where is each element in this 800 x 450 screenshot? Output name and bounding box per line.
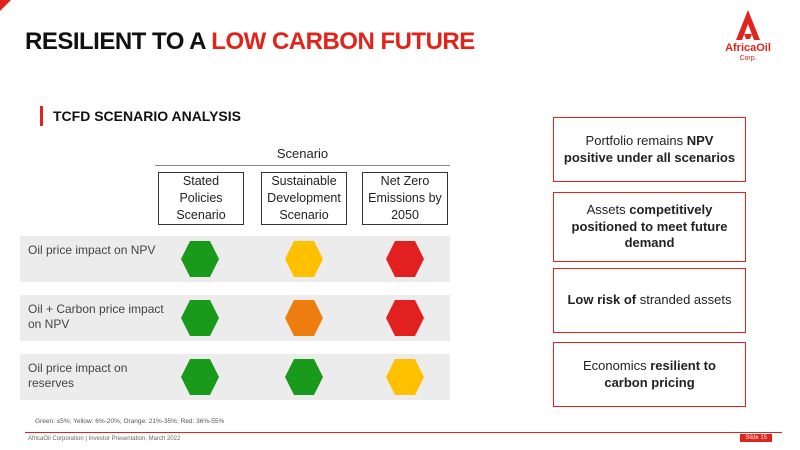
footer-text: AfricaOil Corporation | Investor Present…: [28, 436, 181, 442]
rating-hexagon: [284, 240, 324, 278]
emphasis-text: competitively positioned to meet future …: [571, 202, 728, 251]
footer-divider: [25, 432, 782, 433]
body-text: stranded assets: [636, 292, 732, 308]
highlight-box-text: Low risk of stranded assets: [567, 292, 731, 309]
rating-hexagon: [284, 299, 324, 337]
column-header-net-zero: Net Zero Emissions by 2050: [362, 172, 448, 225]
logo-name: AfricaOil: [725, 42, 771, 54]
table-row: Oil price impact on NPV: [20, 236, 450, 282]
rating-hexagon: [385, 240, 425, 278]
body-text: Assets: [586, 202, 630, 218]
highlight-box: Assets competitively positioned to meet …: [553, 192, 746, 262]
table-row: Oil + Carbon price impact on NPV: [20, 295, 450, 341]
emphasis-text: NPV positive under all scenarios: [563, 133, 736, 165]
row-label: Oil price impact on reserves: [28, 361, 128, 390]
row-label: Oil price impact on NPV: [28, 243, 156, 257]
corner-accent: [0, 0, 11, 11]
emphasis-text: resilient to carbon pricing: [604, 358, 716, 390]
page-title: RESILIENT TO A LOW CARBON FUTURE: [25, 28, 475, 56]
rating-legend: Green: ≤5%; Yellow: 6%-20%; Orange: 21%-…: [35, 418, 225, 425]
rating-hexagon: [385, 358, 425, 396]
column-header-stated-policies: Stated Policies Scenario: [158, 172, 244, 225]
scenario-group-label: Scenario: [276, 146, 329, 161]
table-row: Oil price impact on reserves: [20, 354, 450, 400]
rating-hexagon: [180, 240, 220, 278]
logo-sub: Corp.: [739, 55, 757, 62]
africa-oil-triangle-icon: [736, 10, 760, 40]
section-title: TCFD SCENARIO ANALYSIS: [40, 106, 241, 126]
rating-hexagon: [180, 299, 220, 337]
body-text: Portfolio remains: [585, 133, 687, 148]
highlight-box-text: Economics resilient to carbon pricing: [560, 358, 739, 391]
emphasis-text: Low risk of: [567, 292, 637, 308]
title-prefix: RESILIENT TO A: [25, 28, 212, 55]
row-label: Oil + Carbon price impact on NPV: [28, 302, 164, 331]
column-header-sustainable-development: Sustainable Development Scenario: [261, 172, 347, 225]
highlight-box: Low risk of stranded assets: [553, 268, 746, 333]
highlight-box-text: Assets competitively positioned to meet …: [560, 202, 739, 252]
highlight-box-text: Portfolio remains NPV positive under all…: [560, 133, 739, 166]
rating-hexagon: [284, 358, 324, 396]
slide-number: Slide 15: [740, 434, 772, 442]
rating-hexagon: [385, 299, 425, 337]
highlight-box: Portfolio remains NPV positive under all…: [553, 117, 746, 182]
rating-hexagon: [180, 358, 220, 396]
company-logo: AfricaOil Corp.: [708, 8, 788, 68]
title-highlight: LOW CARBON FUTURE: [211, 28, 475, 55]
body-text: Economics: [583, 358, 651, 373]
scenario-divider: [155, 165, 450, 166]
highlight-box: Economics resilient to carbon pricing: [553, 342, 746, 407]
